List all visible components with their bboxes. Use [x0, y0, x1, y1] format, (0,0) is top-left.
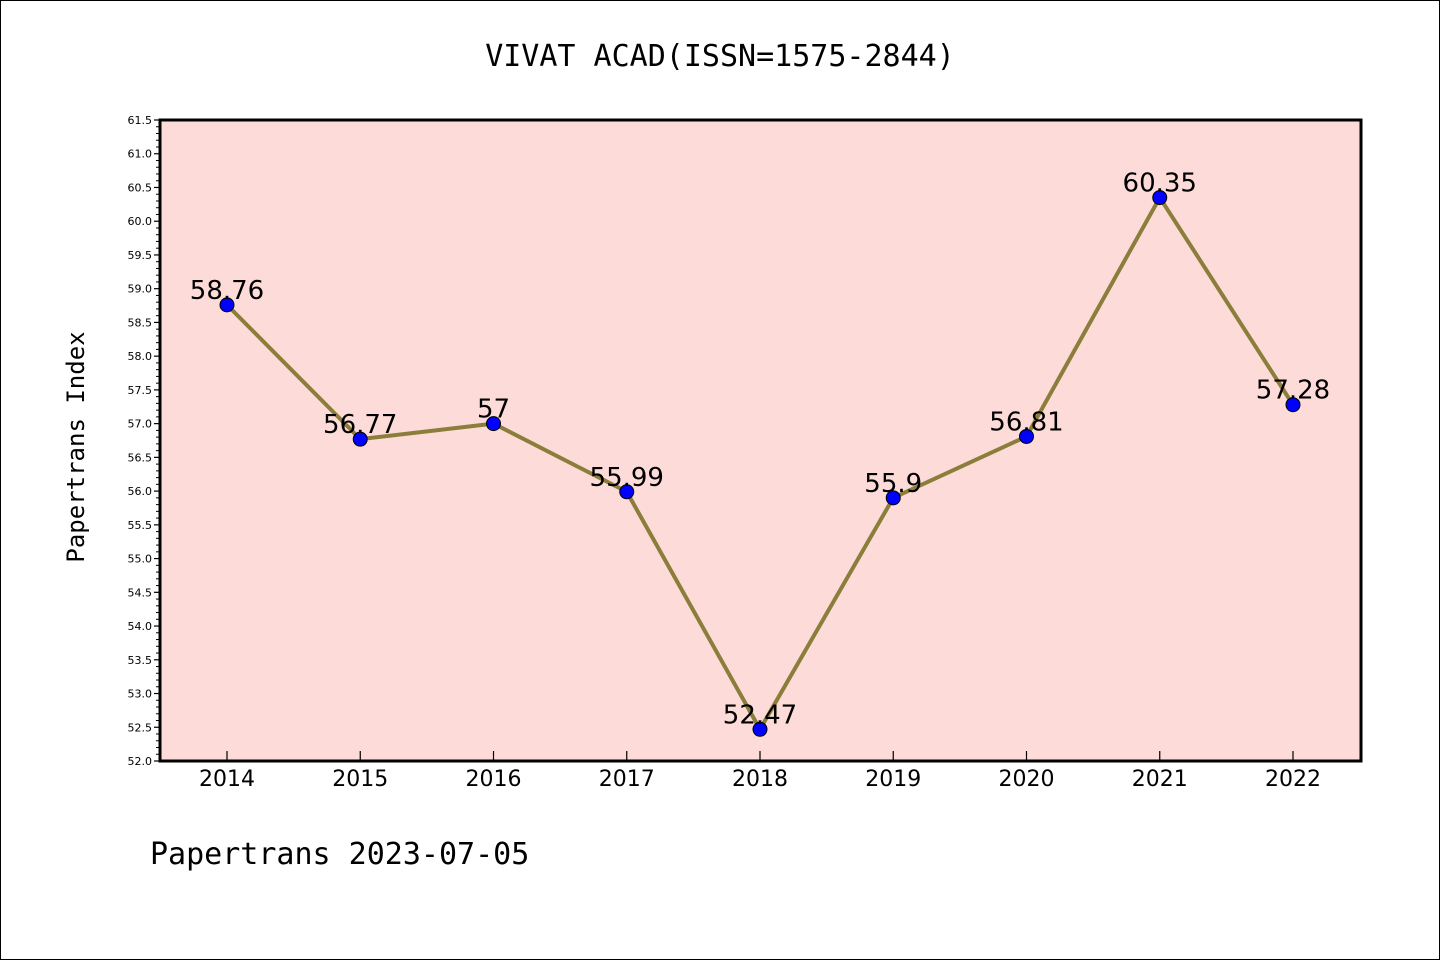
y-tick-label: 52.0 — [128, 755, 153, 768]
y-tick-label: 52.5 — [128, 721, 153, 734]
y-tick-label: 57.5 — [128, 384, 153, 397]
chart-title: VIVAT ACAD(ISSN=1575-2844) — [485, 39, 955, 74]
x-tick-label: 2020 — [999, 767, 1055, 792]
data-point — [1152, 190, 1168, 206]
plot-area — [160, 120, 1361, 761]
data-label: 52.47 — [723, 700, 797, 730]
y-tick-label: 54.0 — [128, 620, 153, 633]
data-label: 57 — [477, 395, 510, 425]
y-tick-label: 55.0 — [128, 553, 153, 566]
data-point — [486, 416, 501, 432]
x-tick-label: 2018 — [732, 767, 788, 792]
data-point — [219, 297, 235, 313]
plot-frame — [158, 118, 1363, 763]
data-label: 55.99 — [590, 463, 664, 493]
y-tick-label: 55.5 — [128, 519, 153, 532]
x-tick-label: 2016 — [466, 767, 522, 792]
x-axis: 2014 2015 2016 2017 2018 2019 2020 2021 2022 — [199, 751, 1321, 792]
y-axis-label: Papertrans Index — [62, 331, 90, 562]
x-tick-label: 2014 — [199, 767, 255, 792]
y-tick-label: 59.5 — [128, 249, 153, 262]
data-markers — [219, 190, 1301, 737]
x-tick-label: 2017 — [599, 767, 655, 792]
data-point — [1285, 397, 1301, 413]
x-tick-label: 2019 — [865, 767, 921, 792]
y-tick-label: 53.0 — [128, 688, 153, 701]
y-tick-label: 54.5 — [128, 586, 153, 599]
data-label: 60.35 — [1123, 169, 1197, 199]
x-tick-label: 2021 — [1132, 767, 1188, 792]
y-tick-label: 60.0 — [128, 215, 153, 228]
data-label: 58.76 — [190, 276, 264, 306]
y-tick-label: 56.5 — [128, 451, 153, 464]
data-point — [352, 431, 368, 447]
data-label: 57.28 — [1256, 376, 1330, 406]
data-point — [1019, 428, 1034, 444]
data-point — [885, 490, 901, 506]
y-tick-label: 58.0 — [128, 350, 153, 363]
y-tick-label: 61.5 — [128, 114, 153, 127]
y-tick-label: 61.0 — [128, 148, 153, 161]
data-labels: 58.76 56.77 57 55.99 52.47 55.9 56.81 60.35 57.2… — [190, 169, 1330, 731]
data-point — [619, 484, 635, 500]
x-tick-label: 2022 — [1265, 767, 1321, 792]
y-tick-label: 58.5 — [128, 316, 153, 329]
data-point — [752, 721, 768, 737]
y-tick-label: 59.0 — [128, 283, 153, 296]
data-label: 55.9 — [864, 469, 922, 499]
footer-text: Papertrans 2023-07-05 — [150, 837, 529, 872]
y-tick-label: 57.0 — [128, 418, 153, 431]
x-tick-label: 2015 — [332, 767, 388, 792]
y-tick-label: 56.0 — [128, 485, 153, 498]
y-axis: 52.0 52.5 53.0 53.5 54.0 54.5 55.0 55.5 56.0 56.5… — [128, 114, 160, 768]
y-tick-label: 60.5 — [128, 181, 153, 194]
y-tick-label: 53.5 — [128, 654, 153, 667]
data-label: 56.77 — [323, 410, 397, 440]
data-label: 56.81 — [989, 407, 1063, 437]
